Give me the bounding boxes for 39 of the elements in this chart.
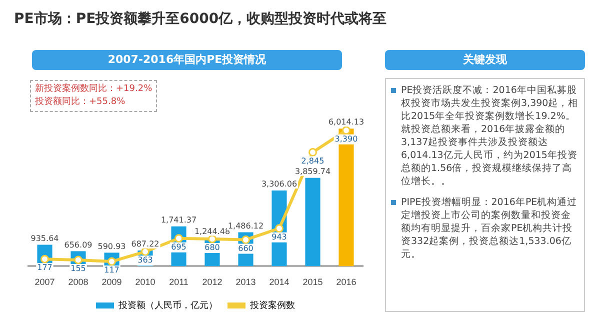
x-tick-label: 2014 <box>269 277 290 288</box>
data-label: 590.93 <box>98 242 126 251</box>
text: PIPE投资增幅明显：2016年PE机构通过定增投资上市公司的案例数量和投资金额均有明显提升，百余家PE机构共计投资332起案例，投资总额达1,533.06亿元。 <box>391 196 579 261</box>
x-tick-label: 2013 <box>236 277 256 288</box>
data-label: 935.64 <box>30 234 59 243</box>
x-tick-label: 2008 <box>68 277 88 288</box>
data-label: 660 <box>238 244 254 253</box>
x-tick-label: 2015 <box>302 277 323 288</box>
x-tick-label: 2007 <box>34 277 55 288</box>
data-label: 656.09 <box>64 240 92 250</box>
chart-title: PE市场：PE投资额攀升至6000亿，收购型投资时代或将至 <box>14 10 387 28</box>
x-tick-label: 2011 <box>169 277 188 288</box>
chart-subtitle: 2007-2016年国内PE投资情况 <box>32 50 342 70</box>
x-tick-label: 2009 <box>102 277 122 288</box>
data-label: 687.22 <box>131 240 160 249</box>
data-label: 3,390 <box>334 134 358 144</box>
data-label: 155 <box>70 264 86 274</box>
data-label: 6,014.13 <box>328 118 364 127</box>
legend-label: 投资案例数 <box>249 300 295 310</box>
data-label: 943 <box>272 232 287 242</box>
data-label: 3,859.74 <box>294 166 331 176</box>
legend-label: 投资额（人民币，亿元） <box>118 300 218 310</box>
data-label: 2,845 <box>301 156 324 166</box>
data-label: 1,486.12 <box>228 221 264 230</box>
data-label: 3,306.06 <box>261 180 298 189</box>
data-label: 177 <box>37 263 52 272</box>
x-tick-label: 2010 <box>135 277 156 288</box>
data-label: 363 <box>138 256 153 265</box>
data-label: 695 <box>171 242 186 252</box>
x-tick-label: 2016 <box>336 277 356 288</box>
x-tick-label: 2012 <box>202 277 222 288</box>
text: 新投资案例数同比：+19.2% <box>35 84 152 94</box>
data-label: 680 <box>204 243 220 252</box>
data-label: 1,244.48 <box>194 226 230 236</box>
text: PE投资活跃度不减：2016年中国私募股权投资市场共发生投资案例3,390起，相比2015年全年投资案例数增长19.2%。就投资总额来看，2016年披露金额的3,137起投资事件共涉及投资额达6,014.13亿元人民币，约为2015年投资总额的1.56倍，投资规模继续保持了高位增长。。 <box>391 84 579 188</box>
data-label: 117 <box>104 266 120 275</box>
text: 投资额同比：+55.8% <box>35 97 126 107</box>
text: 关键发现 <box>385 50 585 70</box>
data-label: 1,741.37 <box>160 215 197 224</box>
